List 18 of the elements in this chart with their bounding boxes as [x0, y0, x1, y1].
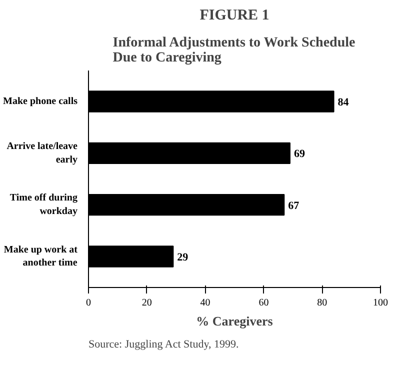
x-tick-label: 0	[86, 298, 91, 308]
chart-subtitle: Informal Adjustments to Work Schedule Due to Caregiving	[112, 36, 356, 66]
data-label: 67	[288, 200, 300, 212]
x-tick-label: 100	[373, 298, 388, 308]
y-tick-label: Make phone calls	[3, 96, 78, 107]
y-tick-label: Arrive late/leave early	[6, 141, 78, 166]
x-tick-label: 20	[142, 298, 152, 308]
x-axis-title: % Caregivers	[196, 314, 273, 328]
y-tick-label: Time off during workday	[10, 192, 78, 217]
data-label: 29	[177, 252, 189, 264]
x-tick-label: 40	[200, 298, 210, 308]
chart-title: FIGURE 1	[200, 8, 270, 24]
data-label: 69	[294, 148, 306, 160]
x-tick-label: 80	[317, 298, 328, 308]
data-label: 84	[338, 96, 350, 108]
source-note: Source: Juggling Act Study, 1999.	[88, 338, 239, 350]
x-tick-label: 60	[258, 298, 269, 308]
y-tick-label: Make up work at another time	[4, 244, 78, 269]
